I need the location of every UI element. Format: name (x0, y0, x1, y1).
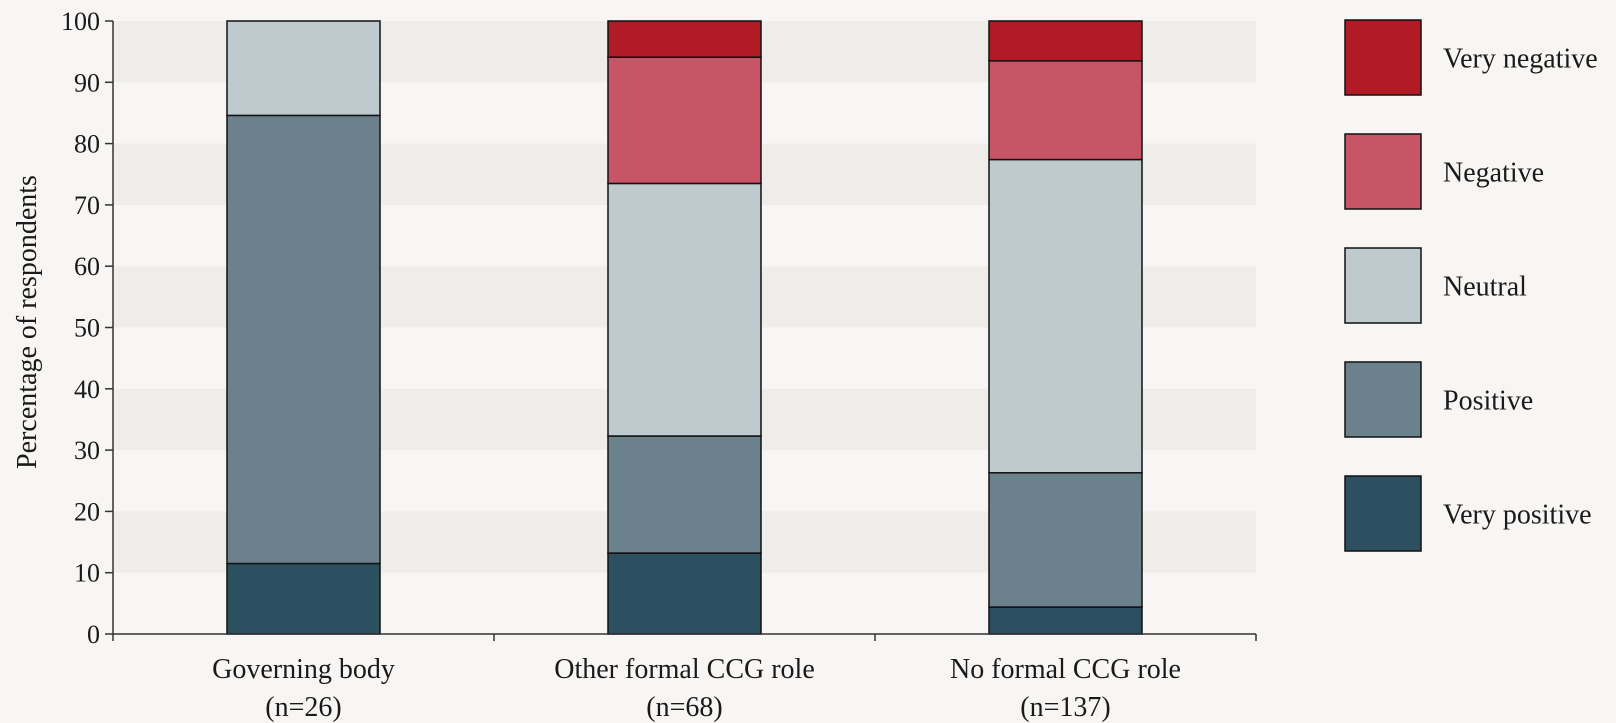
y-tick-label: 80 (74, 130, 100, 159)
y-tick-label: 40 (74, 375, 100, 404)
y-tick-label: 30 (74, 436, 100, 465)
legend-label: Neutral (1443, 272, 1527, 303)
legend-swatch-positive (1344, 361, 1422, 438)
bar-segment-neutral (226, 20, 381, 117)
bar-segment-negative (607, 56, 762, 185)
bar-segment-positive (226, 114, 381, 565)
bar-segment-very-positive (988, 606, 1143, 635)
y-tick-label: 90 (74, 68, 100, 97)
x-category-count: (n=26) (265, 692, 341, 723)
legend-label: Very positive (1443, 500, 1592, 531)
x-category-label: Other formal CCG role (554, 654, 815, 685)
bar-segment-neutral (988, 158, 1143, 474)
x-category-label: No formal CCG role (950, 654, 1181, 685)
bars (226, 20, 1143, 635)
y-tick-label: 20 (74, 497, 100, 526)
x-category-count: (n=137) (1020, 692, 1110, 723)
x-axis-labels: Governing body (n=26) Other formal CCG rol… (212, 654, 1181, 723)
bar-segment-very-negative (988, 20, 1143, 62)
legend-label: Very negative (1443, 44, 1598, 75)
legend-label: Positive (1443, 386, 1533, 417)
x-category-count: (n=68) (646, 692, 722, 723)
bar-segment-positive (988, 472, 1143, 608)
legend-swatch-very-negative (1344, 19, 1422, 96)
bar-segment-positive (607, 435, 762, 554)
y-tick-label: 70 (74, 191, 100, 220)
y-tick-label: 60 (74, 252, 100, 281)
x-category-label: Governing body (212, 654, 395, 685)
y-axis-ticks: 0 10 20 30 40 50 60 70 80 90 100 (61, 7, 113, 649)
bar-segment-neutral (607, 182, 762, 437)
legend-swatch-neutral (1344, 247, 1422, 324)
y-tick-label: 10 (74, 559, 100, 588)
bar-segment-very-negative (607, 20, 762, 58)
y-tick-label: 100 (61, 7, 100, 36)
y-tick-label: 50 (74, 314, 100, 343)
bar-segment-very-positive (226, 562, 381, 635)
bar-segment-very-positive (607, 552, 762, 635)
legend-label: Negative (1443, 158, 1544, 189)
legend-swatch-negative (1344, 133, 1422, 210)
bar-segment-negative (988, 60, 1143, 161)
y-tick-label: 0 (87, 620, 100, 649)
legend-swatch-very-positive (1344, 475, 1422, 552)
legend: Very negative Negative Neutral Positive Very… (1344, 19, 1598, 552)
y-axis-title: Percentage of respondents (12, 175, 43, 469)
